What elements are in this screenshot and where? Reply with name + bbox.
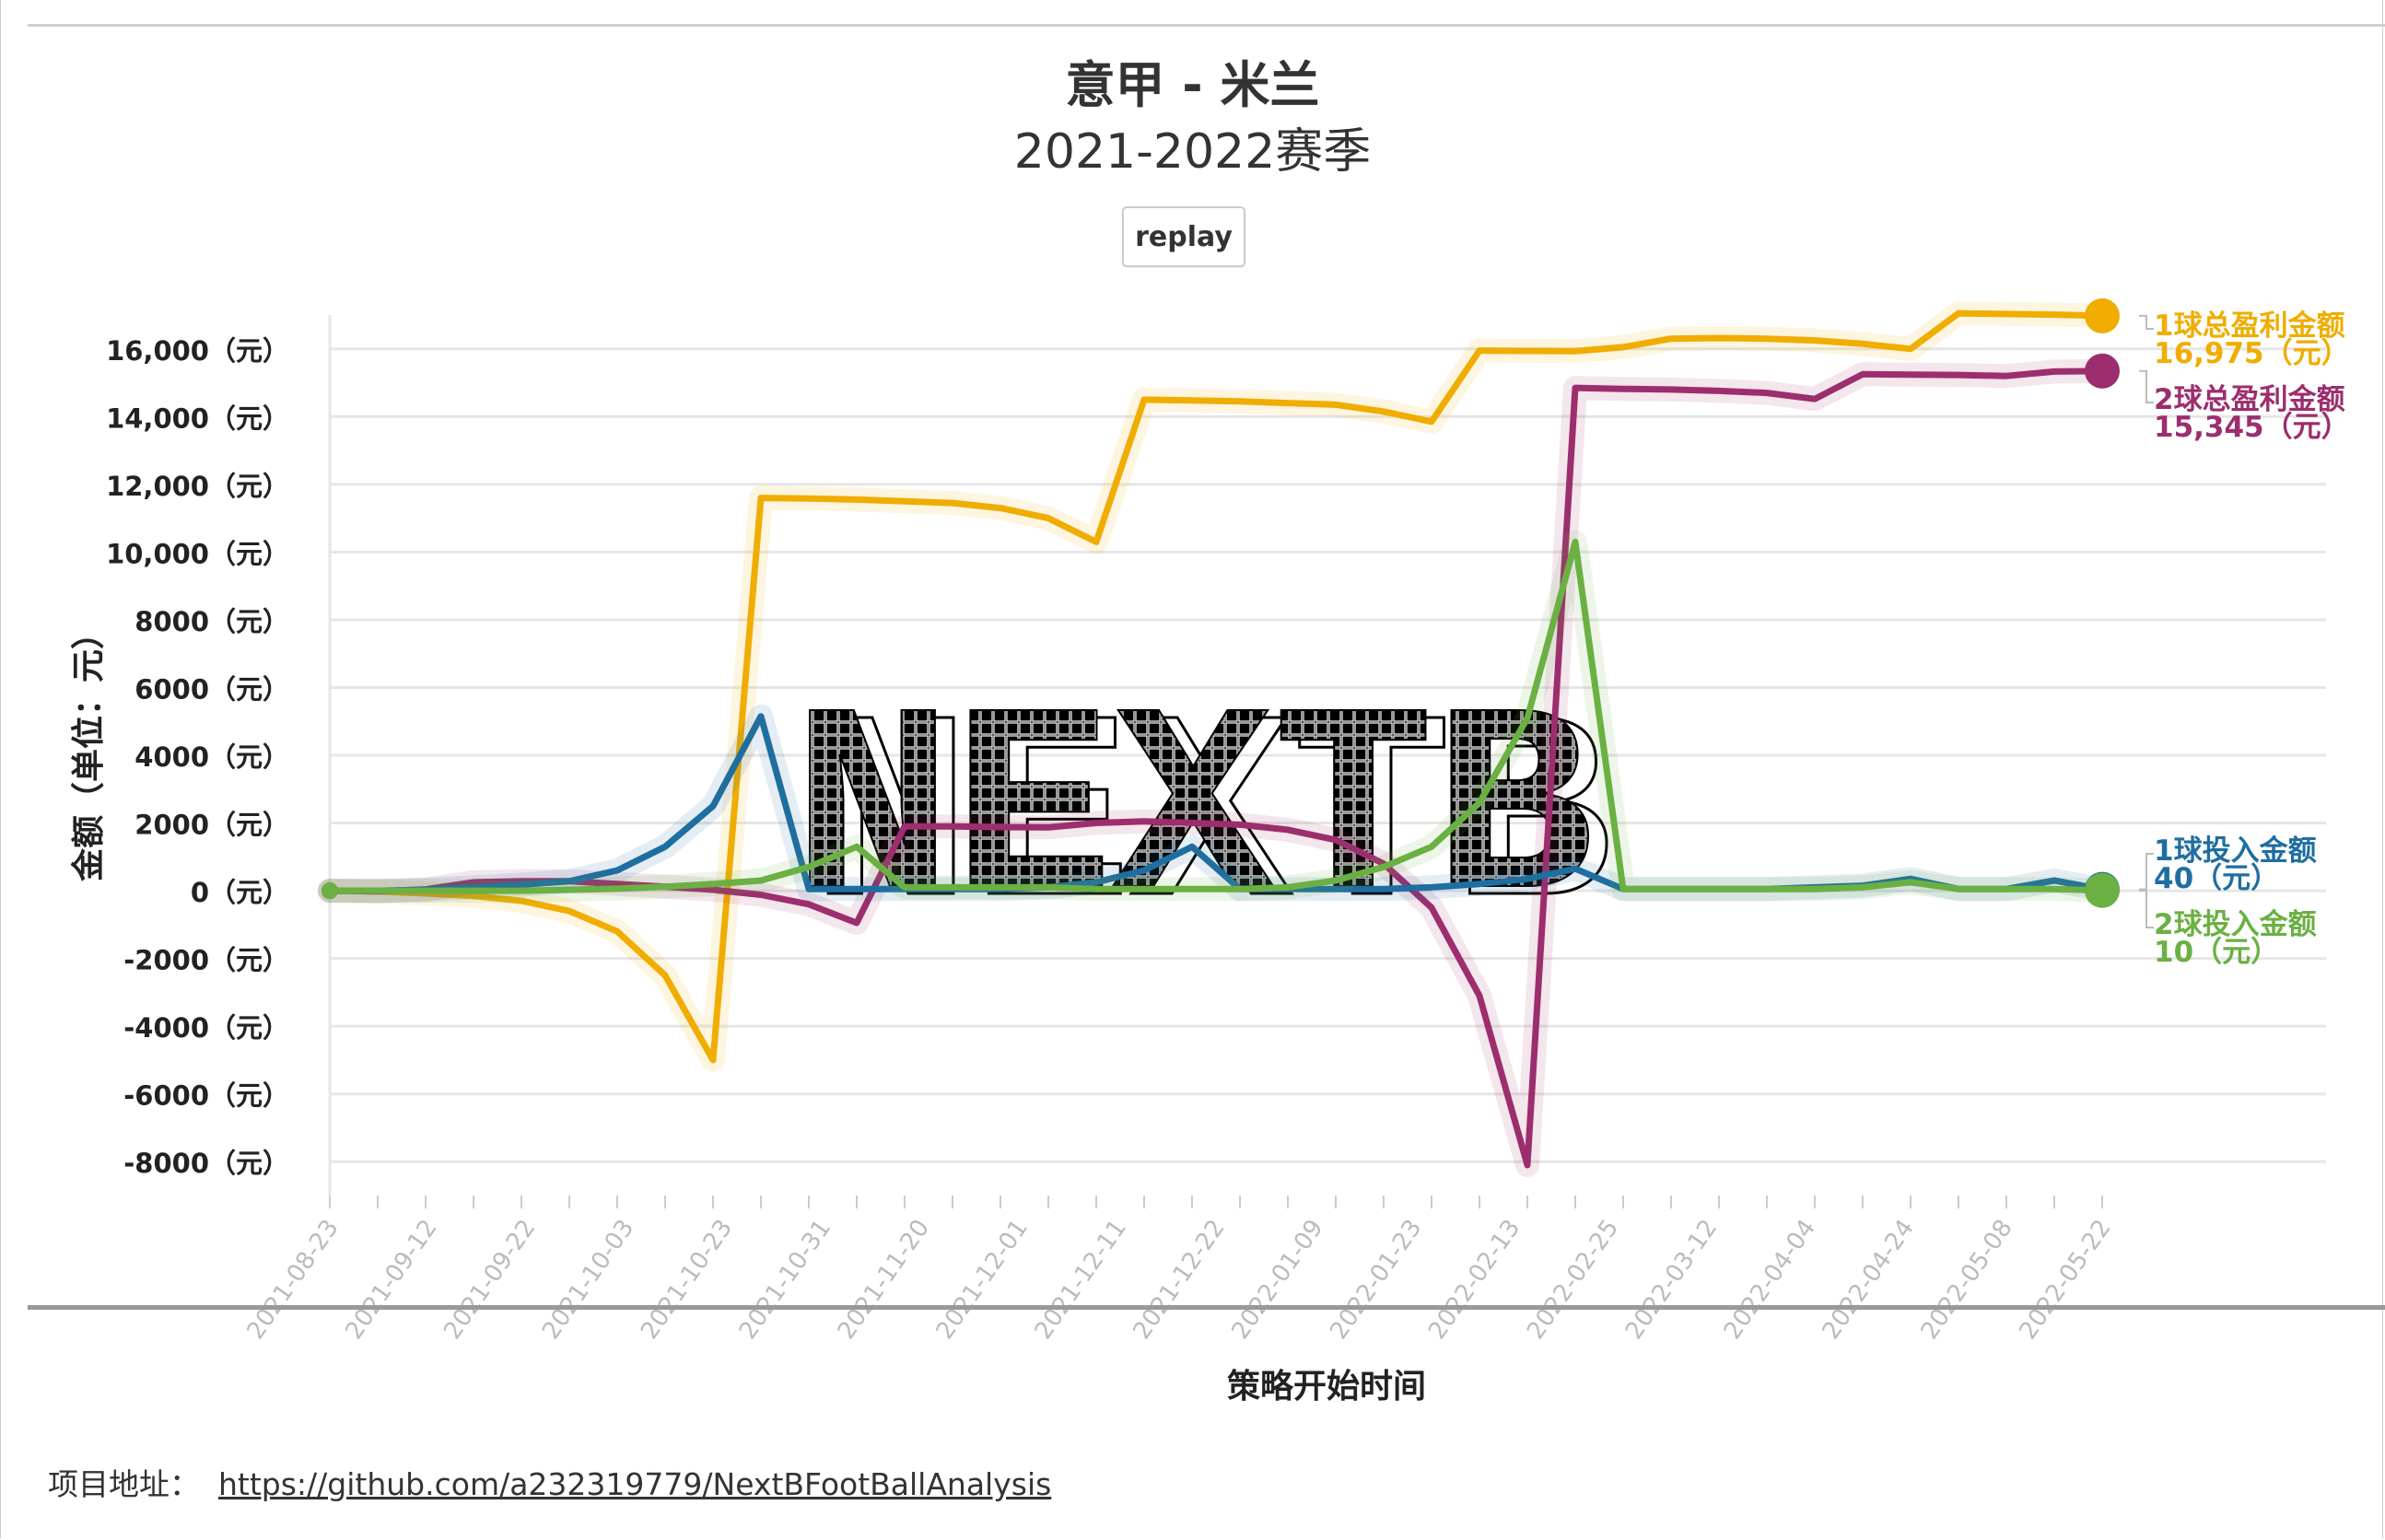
series-line [326, 368, 2106, 1169]
series-value-label: 15,345（元） [2154, 411, 2350, 444]
footer: 项目地址： https://github.com/a232319779/NextB… [48, 1460, 1051, 1504]
series-start-dot [322, 882, 338, 900]
y-tick-label: 2000（元） [134, 810, 289, 841]
x-tick-label: 2021-09-12 [340, 1215, 442, 1345]
y-tick-label: 12,000（元） [106, 471, 289, 502]
x-tick-label: 2022-03-12 [1620, 1215, 1723, 1345]
y-tick-label: -6000（元） [123, 1080, 289, 1112]
y-tick-label: 6000（元） [134, 673, 289, 705]
x-tick-label: 2021-12-22 [1128, 1215, 1230, 1345]
x-tick-label: 2022-02-13 [1423, 1215, 1526, 1345]
series-label-connector [2139, 889, 2154, 928]
x-tick-label: 2021-10-23 [636, 1215, 738, 1345]
x-tick-label: 2021-10-03 [537, 1215, 639, 1345]
y-tick-label: 0（元） [191, 877, 289, 908]
x-tick-label: 2021-08-23 [241, 1215, 344, 1345]
chart-subtitle: 2021-2022赛季 [1013, 124, 1372, 180]
series-end-dot [2085, 872, 2120, 908]
project-link[interactable]: https://github.com/a232319779/NextBFootB… [218, 1466, 1052, 1502]
x-tick-label: 2022-01-23 [1325, 1215, 1427, 1345]
series-line [326, 538, 2106, 894]
series-label-connector [2139, 853, 2154, 891]
x-tick-label: 2021-12-01 [931, 1215, 1034, 1345]
series-name-label: 2球投入金额 [2154, 908, 2317, 941]
x-tick-label: 2022-01-09 [1226, 1215, 1328, 1345]
x-tick-label: 2021-11-20 [833, 1215, 935, 1345]
x-tick-label: 2022-04-04 [1719, 1215, 1821, 1345]
x-tick-label: 2021-09-22 [438, 1215, 541, 1345]
x-tick-label: 2022-02-25 [1522, 1215, 1624, 1345]
series-end-dot [2085, 353, 2120, 389]
series-name-label: 1球投入金额 [2154, 834, 2317, 868]
y-tick-label: 4000（元） [134, 741, 289, 773]
replay-button[interactable]: replay [1122, 206, 1245, 267]
series-layer [318, 301, 2114, 1177]
x-tick-label: 2021-12-11 [1030, 1215, 1132, 1345]
top-divider [28, 24, 2385, 27]
series-name-label: 2球总盈利金额 [2154, 383, 2345, 416]
y-tick-label: 14,000（元） [106, 402, 289, 434]
series-line [326, 309, 2106, 1064]
series-end-dot [2085, 298, 2120, 333]
series-value-label: 40（元） [2154, 862, 2279, 895]
x-tick-label: 2022-04-24 [1818, 1215, 1920, 1345]
series-name-label: 1球总盈利金额 [2154, 309, 2345, 343]
chart-title: 意甲 - 米兰 [1065, 56, 1320, 114]
x-tick-label: 2022-05-08 [1916, 1215, 2018, 1345]
bottom-divider [28, 1305, 2385, 1310]
y-tick-label: -4000（元） [123, 1012, 289, 1044]
series-label-connector [2139, 369, 2154, 403]
x-tick-label: 2021-10-31 [734, 1215, 836, 1345]
footer-label: 项目地址： [48, 1466, 200, 1502]
series-value-label: 16,975（元） [2154, 337, 2350, 370]
y-tick-label: 8000（元） [134, 606, 289, 637]
y-tick-label: 16,000（元） [106, 335, 289, 367]
x-tick-label: 2022-05-22 [2014, 1215, 2116, 1345]
y-axis-title: 金额（单位：元） [69, 616, 108, 882]
x-axis-title: 策略开始时间 [1226, 1368, 1426, 1406]
y-tick-label: -8000（元） [123, 1148, 289, 1179]
series-value-label: 10（元） [2154, 936, 2279, 969]
y-tick-label: -2000（元） [123, 945, 289, 976]
series-label-connector [2139, 314, 2154, 330]
y-tick-label: 10,000（元） [106, 538, 289, 569]
